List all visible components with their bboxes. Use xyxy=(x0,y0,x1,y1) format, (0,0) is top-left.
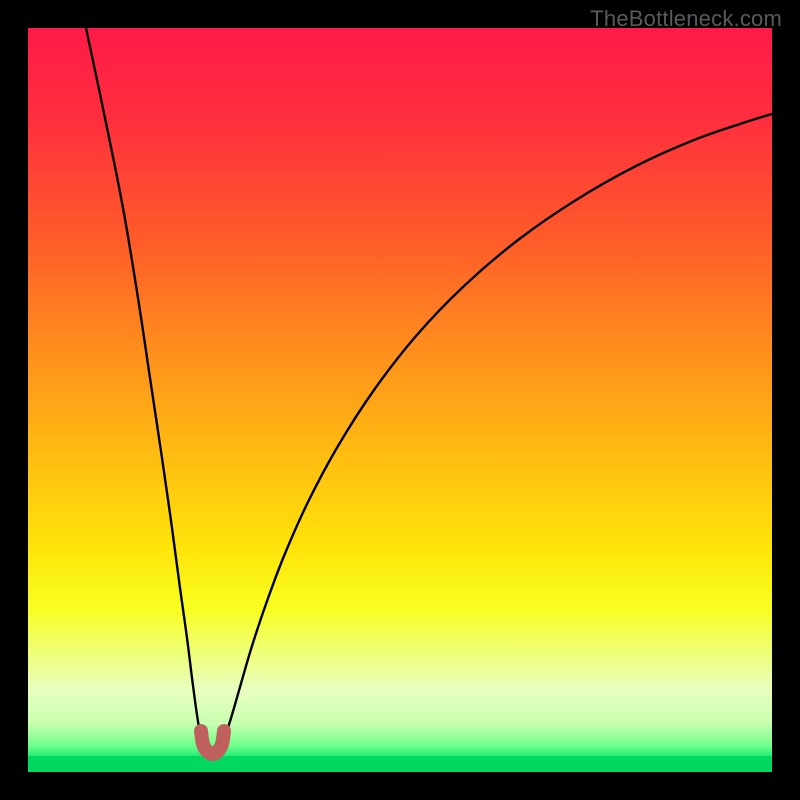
plot-area xyxy=(28,28,772,772)
curve-right-branch xyxy=(224,114,772,742)
green-base-band xyxy=(28,756,772,772)
curve-left-branch xyxy=(86,28,201,742)
chart-svg xyxy=(28,28,772,772)
chart-frame: TheBottleneck.com xyxy=(0,0,800,800)
valley-u-marker xyxy=(201,731,224,754)
